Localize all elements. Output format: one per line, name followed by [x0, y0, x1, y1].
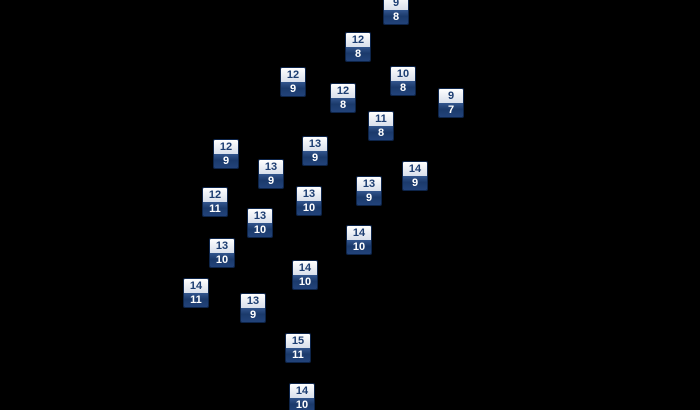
high-temp-value: 13 [241, 294, 265, 308]
high-temp-value: 10 [391, 67, 415, 81]
low-temp-value: 9 [259, 174, 283, 188]
low-temp-value: 10 [347, 240, 371, 254]
low-temp-value: 9 [241, 308, 265, 322]
temp-marker[interactable]: 14 10 [289, 383, 315, 410]
temp-marker[interactable]: 13 9 [302, 136, 328, 166]
temp-marker[interactable]: 14 10 [292, 260, 318, 290]
temp-marker[interactable]: 14 10 [346, 225, 372, 255]
high-temp-value: 13 [297, 187, 321, 201]
high-temp-value: 13 [303, 137, 327, 151]
low-temp-value: 8 [369, 126, 393, 140]
temp-marker[interactable]: 9 7 [438, 88, 464, 118]
high-temp-value: 14 [347, 226, 371, 240]
temp-marker[interactable]: 12 11 [202, 187, 228, 217]
temp-marker[interactable]: 10 8 [390, 66, 416, 96]
high-temp-value: 14 [293, 261, 317, 275]
high-temp-value: 13 [210, 239, 234, 253]
high-temp-value: 13 [248, 209, 272, 223]
low-temp-value: 10 [248, 223, 272, 237]
low-temp-value: 8 [384, 10, 408, 24]
low-temp-value: 10 [210, 253, 234, 267]
temp-marker[interactable]: 15 11 [285, 333, 311, 363]
low-temp-value: 8 [331, 98, 355, 112]
temp-marker[interactable]: 13 10 [296, 186, 322, 216]
temp-marker[interactable]: 13 9 [356, 176, 382, 206]
low-temp-value: 9 [303, 151, 327, 165]
temp-marker[interactable]: 13 10 [247, 208, 273, 238]
temp-marker[interactable]: 13 9 [240, 293, 266, 323]
low-temp-value: 9 [357, 191, 381, 205]
high-temp-value: 14 [403, 162, 427, 176]
low-temp-value: 8 [391, 81, 415, 95]
temp-marker[interactable]: 9 8 [383, 0, 409, 25]
high-temp-value: 9 [439, 89, 463, 103]
low-temp-value: 8 [346, 47, 370, 61]
low-temp-value: 11 [286, 348, 310, 362]
high-temp-value: 9 [384, 0, 408, 10]
high-temp-value: 15 [286, 334, 310, 348]
high-temp-value: 12 [281, 68, 305, 82]
low-temp-value: 10 [290, 398, 314, 410]
high-temp-value: 14 [290, 384, 314, 398]
temp-marker[interactable]: 12 9 [280, 67, 306, 97]
low-temp-value: 9 [214, 154, 238, 168]
low-temp-value: 7 [439, 103, 463, 117]
low-temp-value: 10 [297, 201, 321, 215]
temp-marker[interactable]: 14 9 [402, 161, 428, 191]
high-temp-value: 12 [346, 33, 370, 47]
high-temp-value: 13 [357, 177, 381, 191]
high-temp-value: 13 [259, 160, 283, 174]
high-temp-value: 12 [331, 84, 355, 98]
temp-marker[interactable]: 12 8 [345, 32, 371, 62]
low-temp-value: 10 [293, 275, 317, 289]
low-temp-value: 9 [403, 176, 427, 190]
high-temp-value: 14 [184, 279, 208, 293]
temp-marker[interactable]: 13 10 [209, 238, 235, 268]
high-temp-value: 12 [214, 140, 238, 154]
temp-marker[interactable]: 11 8 [368, 111, 394, 141]
temp-marker[interactable]: 14 11 [183, 278, 209, 308]
high-temp-value: 11 [369, 112, 393, 126]
high-temp-value: 12 [203, 188, 227, 202]
temp-marker[interactable]: 13 9 [258, 159, 284, 189]
low-temp-value: 11 [184, 293, 208, 307]
temp-marker[interactable]: 12 8 [330, 83, 356, 113]
low-temp-value: 11 [203, 202, 227, 216]
low-temp-value: 9 [281, 82, 305, 96]
temp-marker[interactable]: 12 9 [213, 139, 239, 169]
